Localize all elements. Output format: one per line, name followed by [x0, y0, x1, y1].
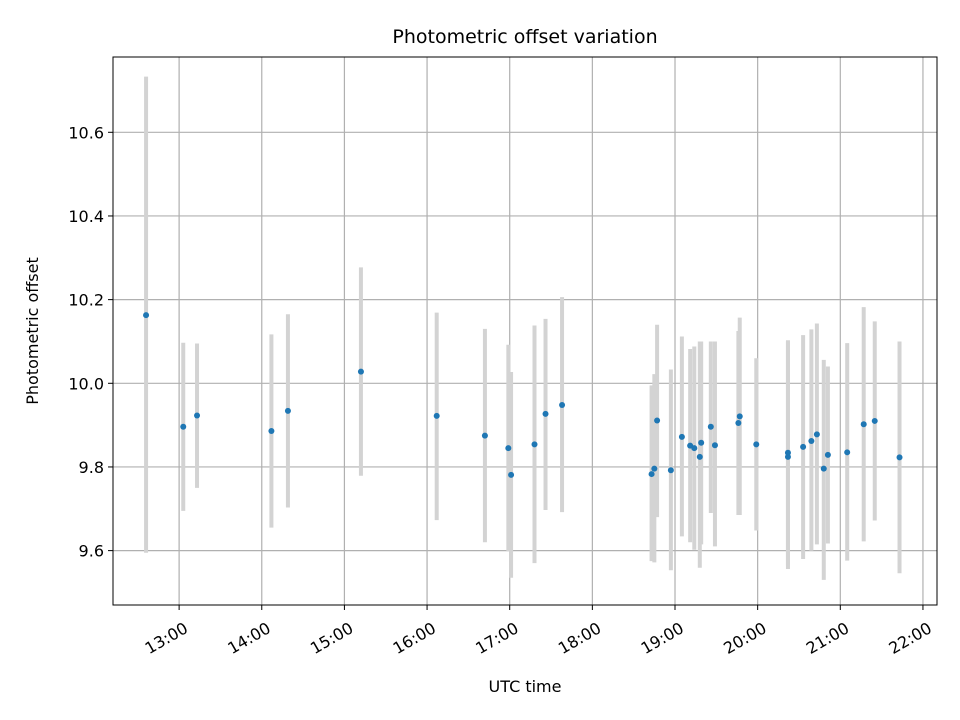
data-point — [481, 432, 488, 439]
data-point — [711, 442, 718, 449]
y-tick-label: 10.0 — [68, 374, 104, 393]
data-point — [505, 445, 512, 452]
data-point — [651, 465, 658, 472]
data-point — [753, 441, 760, 448]
data-point — [667, 467, 674, 474]
x-axis-label: UTC time — [489, 677, 562, 696]
data-point — [143, 312, 150, 319]
chart-title: Photometric offset variation — [392, 26, 657, 48]
point-layer — [143, 312, 903, 478]
y-tick-label: 10.6 — [68, 123, 104, 142]
plot-frame — [112, 56, 938, 606]
data-point — [542, 410, 549, 417]
grid-layer — [113, 57, 937, 605]
data-point — [433, 412, 440, 419]
y-tick-label: 10.4 — [68, 207, 104, 226]
data-point — [531, 441, 538, 448]
data-point — [508, 471, 515, 478]
data-point — [820, 465, 827, 472]
data-point — [559, 402, 566, 409]
data-point — [813, 431, 820, 438]
data-point — [784, 453, 791, 460]
data-point — [800, 443, 807, 450]
data-point — [691, 445, 698, 452]
y-tick-label: 9.6 — [79, 542, 104, 561]
y-axis: 9.6 9.8 10.0 10.2 10.4 10.6 — [68, 123, 113, 561]
data-point — [648, 471, 655, 478]
data-point — [284, 407, 291, 414]
data-point — [654, 417, 661, 424]
data-point — [696, 453, 703, 460]
data-point — [707, 423, 714, 430]
data-point — [736, 413, 743, 420]
data-point — [678, 433, 685, 440]
data-point — [357, 368, 364, 375]
data-point — [824, 451, 831, 458]
y-tick-label: 10.2 — [68, 291, 104, 310]
data-point — [896, 454, 903, 461]
data-point — [808, 438, 815, 445]
data-point — [268, 427, 275, 434]
data-point — [784, 449, 791, 456]
data-point — [871, 417, 878, 424]
data-point — [180, 423, 187, 430]
y-axis-label: Photometric offset — [23, 257, 42, 405]
data-point — [735, 420, 742, 427]
y-tick-label: 9.8 — [79, 458, 104, 477]
data-point — [844, 449, 851, 456]
data-point — [860, 421, 867, 428]
data-point — [698, 439, 705, 446]
data-point — [194, 412, 201, 419]
